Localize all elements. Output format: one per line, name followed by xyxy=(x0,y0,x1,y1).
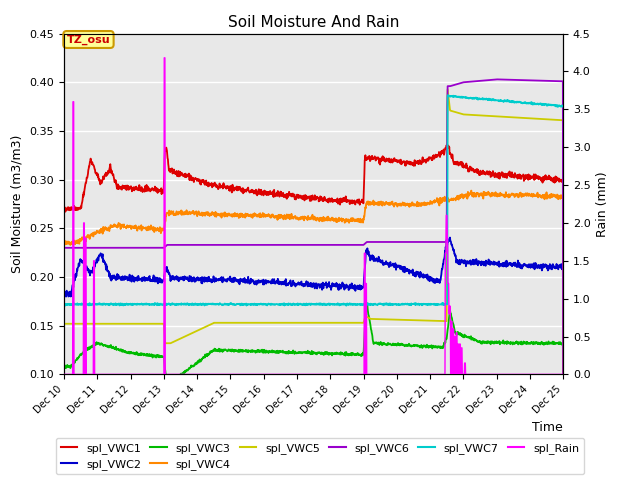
Y-axis label: Rain (mm): Rain (mm) xyxy=(596,171,609,237)
Text: TZ_osu: TZ_osu xyxy=(67,35,110,45)
Y-axis label: Soil Moisture (m3/m3): Soil Moisture (m3/m3) xyxy=(11,135,24,273)
X-axis label: Time: Time xyxy=(532,421,563,434)
Legend: spl_VWC1, spl_VWC2, spl_VWC3, spl_VWC4, spl_VWC5, spl_VWC6, spl_VWC7, spl_Rain: spl_VWC1, spl_VWC2, spl_VWC3, spl_VWC4, … xyxy=(56,438,584,474)
Title: Soil Moisture And Rain: Soil Moisture And Rain xyxy=(228,15,399,30)
